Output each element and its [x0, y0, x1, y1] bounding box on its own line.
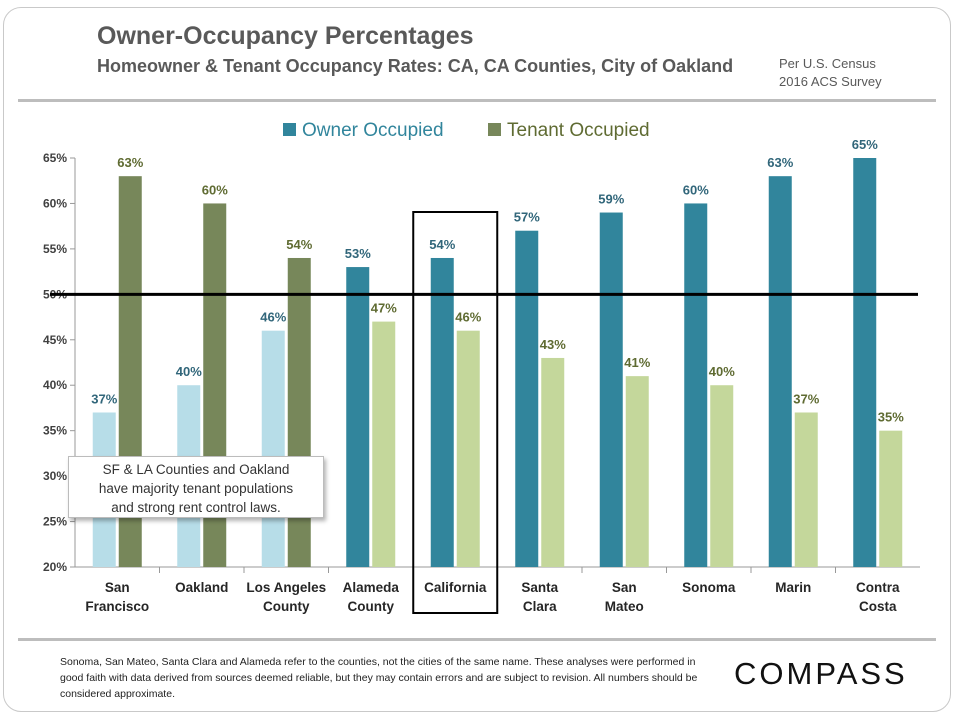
owner-bar: [684, 203, 708, 567]
category-label: Marin: [775, 580, 811, 595]
owner-bar: [430, 257, 454, 567]
category-label: Sonoma: [682, 580, 736, 595]
highlight-box: [412, 211, 499, 614]
tenant-data-label: 60%: [202, 182, 228, 197]
y-tick-label: 65%: [43, 151, 67, 165]
tenant-bar: [794, 412, 818, 567]
category-label: Los Angeles: [246, 580, 326, 595]
category-label: San: [612, 580, 637, 595]
callout-line-2: have majority tenant populations: [98, 481, 294, 496]
tenant-bar: [879, 430, 903, 567]
y-tick-label: 60%: [43, 196, 67, 210]
owner-bar: [261, 330, 285, 567]
category-label: County: [348, 599, 395, 614]
chart-subtitle: Homeowner & Tenant Occupancy Rates: CA, …: [97, 56, 734, 76]
y-tick-label: 55%: [43, 242, 67, 256]
header-divider: [18, 99, 936, 102]
source-note: Per U.S. Census 2016 ACS Survey: [779, 55, 882, 91]
owner-data-label: 65%: [852, 137, 878, 152]
legend-owner-swatch: [283, 123, 296, 136]
legend-owner-label: Owner Occupied: [302, 120, 444, 141]
category-label: Francisco: [85, 599, 149, 614]
tenant-data-label: 46%: [455, 310, 481, 325]
owner-bar: [346, 267, 370, 567]
source-line-1: Per U.S. Census: [779, 56, 876, 71]
tenant-data-label: 41%: [624, 355, 650, 370]
y-tick-label: 35%: [43, 424, 67, 438]
category-label: Contra: [856, 580, 900, 595]
footer-note: Sonoma, San Mateo, Santa Clara and Alame…: [60, 656, 698, 700]
owner-data-label: 37%: [91, 391, 117, 406]
tenant-data-label: 40%: [709, 364, 735, 379]
legend-tenant-label: Tenant Occupied: [507, 120, 650, 141]
y-tick-label: 20%: [43, 560, 67, 574]
category-label: Santa: [521, 580, 558, 595]
owner-data-label: 57%: [514, 210, 540, 225]
tenant-data-label: 43%: [540, 337, 566, 352]
callout-line-1: SF & LA Counties and Oakland: [102, 462, 290, 477]
tenant-bar: [287, 257, 311, 567]
category-label: Oakland: [175, 580, 228, 595]
y-tick-label: 45%: [43, 333, 67, 347]
y-tick-label: 30%: [43, 469, 67, 483]
owner-bar: [853, 158, 877, 567]
tenant-bar: [710, 385, 734, 567]
source-line-2: 2016 ACS Survey: [779, 74, 882, 89]
owner-data-label: 40%: [176, 364, 202, 379]
owner-data-label: 46%: [260, 310, 286, 325]
category-label: California: [424, 580, 487, 595]
callout-box: SF & LA Counties and Oakland have majori…: [68, 456, 324, 518]
y-tick-label: 25%: [43, 515, 67, 529]
legend-tenant-swatch: [488, 123, 501, 136]
compass-logo: COMPASS: [734, 656, 908, 691]
tenant-bar: [625, 376, 649, 567]
owner-data-label: 63%: [767, 155, 793, 170]
category-label: Mateo: [605, 599, 644, 614]
owner-data-label: 54%: [429, 237, 455, 252]
owner-bar: [768, 176, 792, 567]
category-label: Costa: [859, 599, 897, 614]
owner-bar: [599, 212, 623, 568]
owner-data-label: 53%: [345, 246, 371, 261]
category-label: Alameda: [343, 580, 400, 595]
tenant-data-label: 37%: [793, 391, 819, 406]
tenant-data-label: 47%: [371, 301, 397, 316]
tenant-bar: [456, 330, 480, 567]
category-label: County: [263, 599, 310, 614]
owner-data-label: 60%: [683, 182, 709, 197]
chart-title: Owner-Occupancy Percentages: [97, 22, 474, 50]
footer-divider: [18, 638, 936, 641]
tenant-bar: [372, 321, 396, 567]
category-label: San: [105, 580, 130, 595]
tenant-data-label: 54%: [286, 237, 312, 252]
tenant-data-label: 35%: [878, 410, 904, 425]
tenant-data-label: 63%: [117, 155, 143, 170]
owner-bar: [515, 230, 539, 567]
owner-data-label: 59%: [598, 192, 624, 207]
callout-line-3: and strong rent control laws.: [111, 500, 281, 515]
tenant-bar: [541, 357, 565, 567]
y-tick-label: 40%: [43, 378, 67, 392]
category-label: Clara: [523, 599, 557, 614]
